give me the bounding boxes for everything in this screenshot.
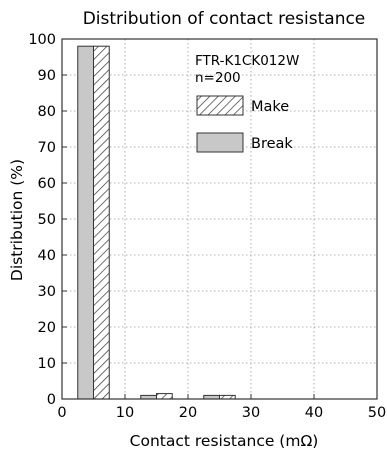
y-axis-label: Distribution (%) bbox=[8, 159, 26, 281]
y-tick-label: 30 bbox=[38, 284, 56, 300]
x-tick-label: 30 bbox=[242, 405, 260, 421]
y-tick-label: 0 bbox=[47, 392, 56, 408]
annotation-line-sample-size: n=200 bbox=[195, 70, 241, 86]
bar-make bbox=[156, 393, 173, 400]
y-tick-label: 20 bbox=[38, 320, 56, 336]
chart-title: Distribution of contact resistance bbox=[83, 9, 366, 29]
y-tick-label: 100 bbox=[28, 32, 56, 48]
y-tick-label: 70 bbox=[38, 140, 56, 156]
x-tick-label: 50 bbox=[368, 405, 386, 421]
y-tick-label: 40 bbox=[38, 248, 56, 264]
legend-label-break: Break bbox=[251, 136, 293, 152]
x-axis-label: Contact resistance (mΩ) bbox=[130, 432, 319, 450]
y-tick-label: 50 bbox=[38, 212, 56, 228]
bar-make bbox=[93, 45, 110, 400]
x-tick-label: 10 bbox=[116, 405, 134, 421]
bars bbox=[77, 45, 236, 400]
ticks: 0 10 20 30 40 50 60 70 80 90 100 0 10 20 30 40 50 bbox=[28, 32, 386, 421]
y-tick-label: 60 bbox=[38, 176, 56, 192]
x-tick-label: 20 bbox=[179, 405, 197, 421]
y-tick-label: 80 bbox=[38, 104, 56, 120]
y-tick-label: 90 bbox=[38, 68, 56, 84]
chart-annotation: FTR-K1CK012W n=200 bbox=[195, 53, 299, 86]
bar-break bbox=[77, 45, 94, 400]
annotation-line-model: FTR-K1CK012W bbox=[195, 53, 299, 69]
legend: Make Break bbox=[196, 95, 293, 153]
x-tick-label: 40 bbox=[305, 405, 323, 421]
legend-label-make: Make bbox=[251, 99, 289, 115]
legend-swatch-make bbox=[196, 95, 244, 116]
x-tick-label: 0 bbox=[57, 405, 66, 421]
legend-swatch-break bbox=[196, 132, 244, 153]
y-tick-label: 10 bbox=[38, 356, 56, 372]
